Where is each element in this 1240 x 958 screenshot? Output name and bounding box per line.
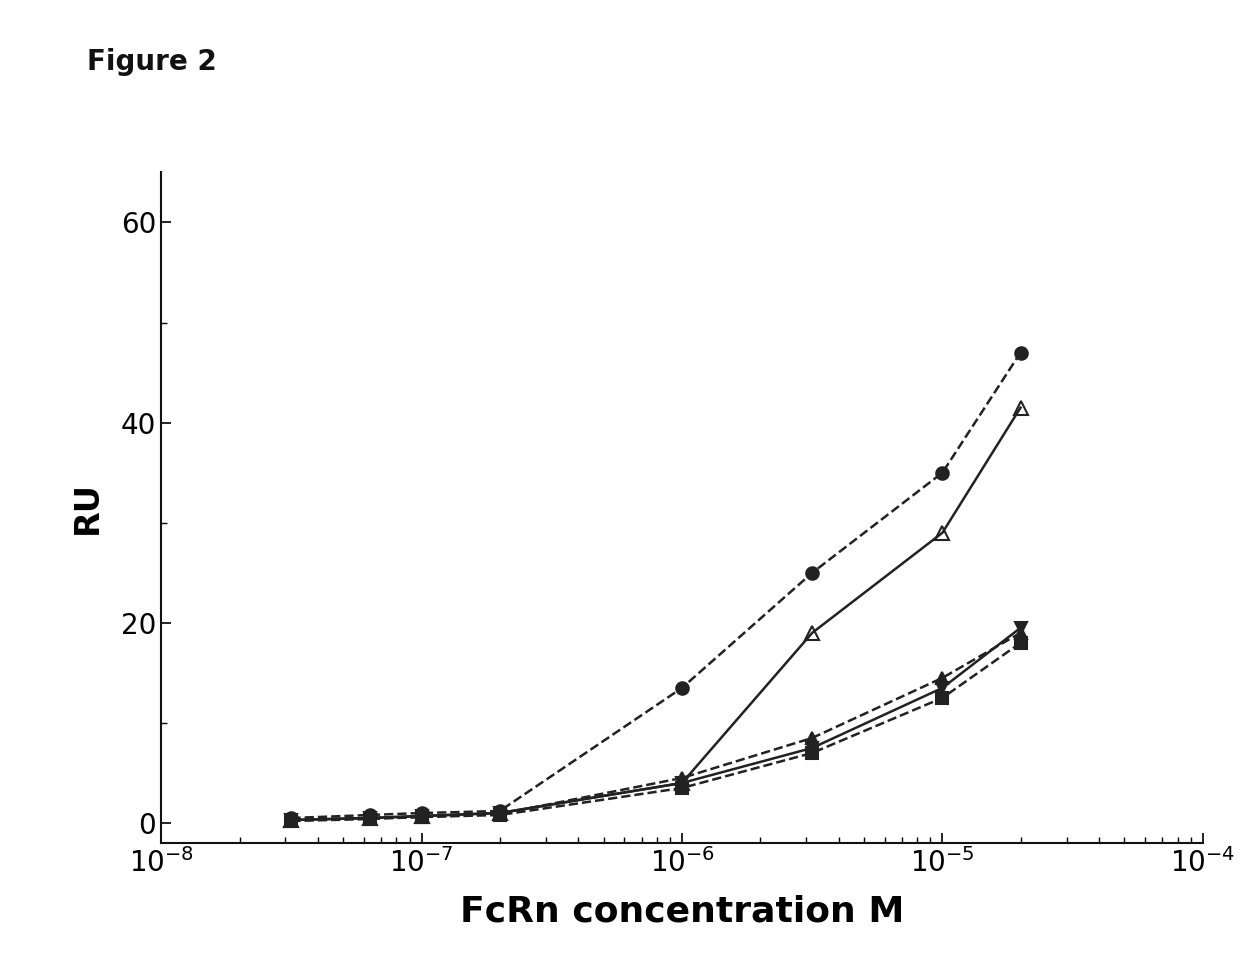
X-axis label: FcRn concentration M: FcRn concentration M xyxy=(460,895,904,928)
Text: Figure 2: Figure 2 xyxy=(87,48,217,76)
Y-axis label: RU: RU xyxy=(71,481,104,535)
